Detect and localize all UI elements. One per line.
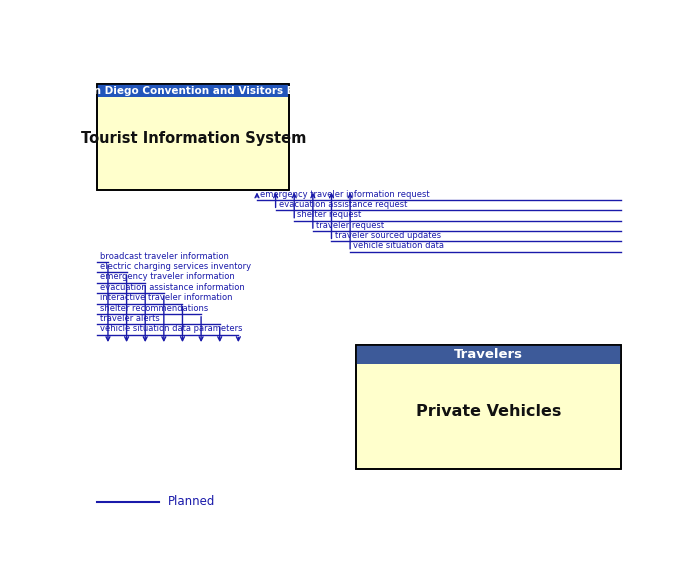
Bar bbox=[97, 84, 289, 98]
Text: Tourist Information System: Tourist Information System bbox=[80, 132, 306, 146]
Bar bbox=[356, 345, 621, 364]
Text: shelter request: shelter request bbox=[298, 210, 361, 219]
Text: broadcast traveler information: broadcast traveler information bbox=[100, 252, 229, 261]
Text: vehicle situation data parameters: vehicle situation data parameters bbox=[100, 324, 243, 333]
Bar bbox=[97, 84, 289, 190]
Text: shelter recommendations: shelter recommendations bbox=[100, 304, 208, 312]
Text: Private Vehicles: Private Vehicles bbox=[416, 404, 561, 419]
Text: evacuation assistance information: evacuation assistance information bbox=[100, 283, 245, 292]
Text: traveler request: traveler request bbox=[316, 221, 384, 230]
Text: traveler sourced updates: traveler sourced updates bbox=[335, 231, 441, 240]
Text: Travelers: Travelers bbox=[454, 348, 523, 361]
Text: Planned: Planned bbox=[168, 495, 215, 508]
Text: electric charging services inventory: electric charging services inventory bbox=[100, 262, 251, 271]
Text: interactive traveler information: interactive traveler information bbox=[100, 293, 232, 302]
Text: emergency traveler information: emergency traveler information bbox=[100, 273, 235, 281]
Bar bbox=[356, 345, 621, 469]
Bar bbox=[356, 345, 621, 469]
Text: San Diego Convention and Visitors B...: San Diego Convention and Visitors B... bbox=[80, 85, 307, 95]
Text: vehicle situation data: vehicle situation data bbox=[354, 242, 445, 250]
Text: traveler alerts: traveler alerts bbox=[100, 314, 159, 323]
Text: emergency traveler information request: emergency traveler information request bbox=[260, 190, 430, 198]
Text: evacuation assistance request: evacuation assistance request bbox=[279, 200, 408, 209]
Bar bbox=[97, 84, 289, 190]
